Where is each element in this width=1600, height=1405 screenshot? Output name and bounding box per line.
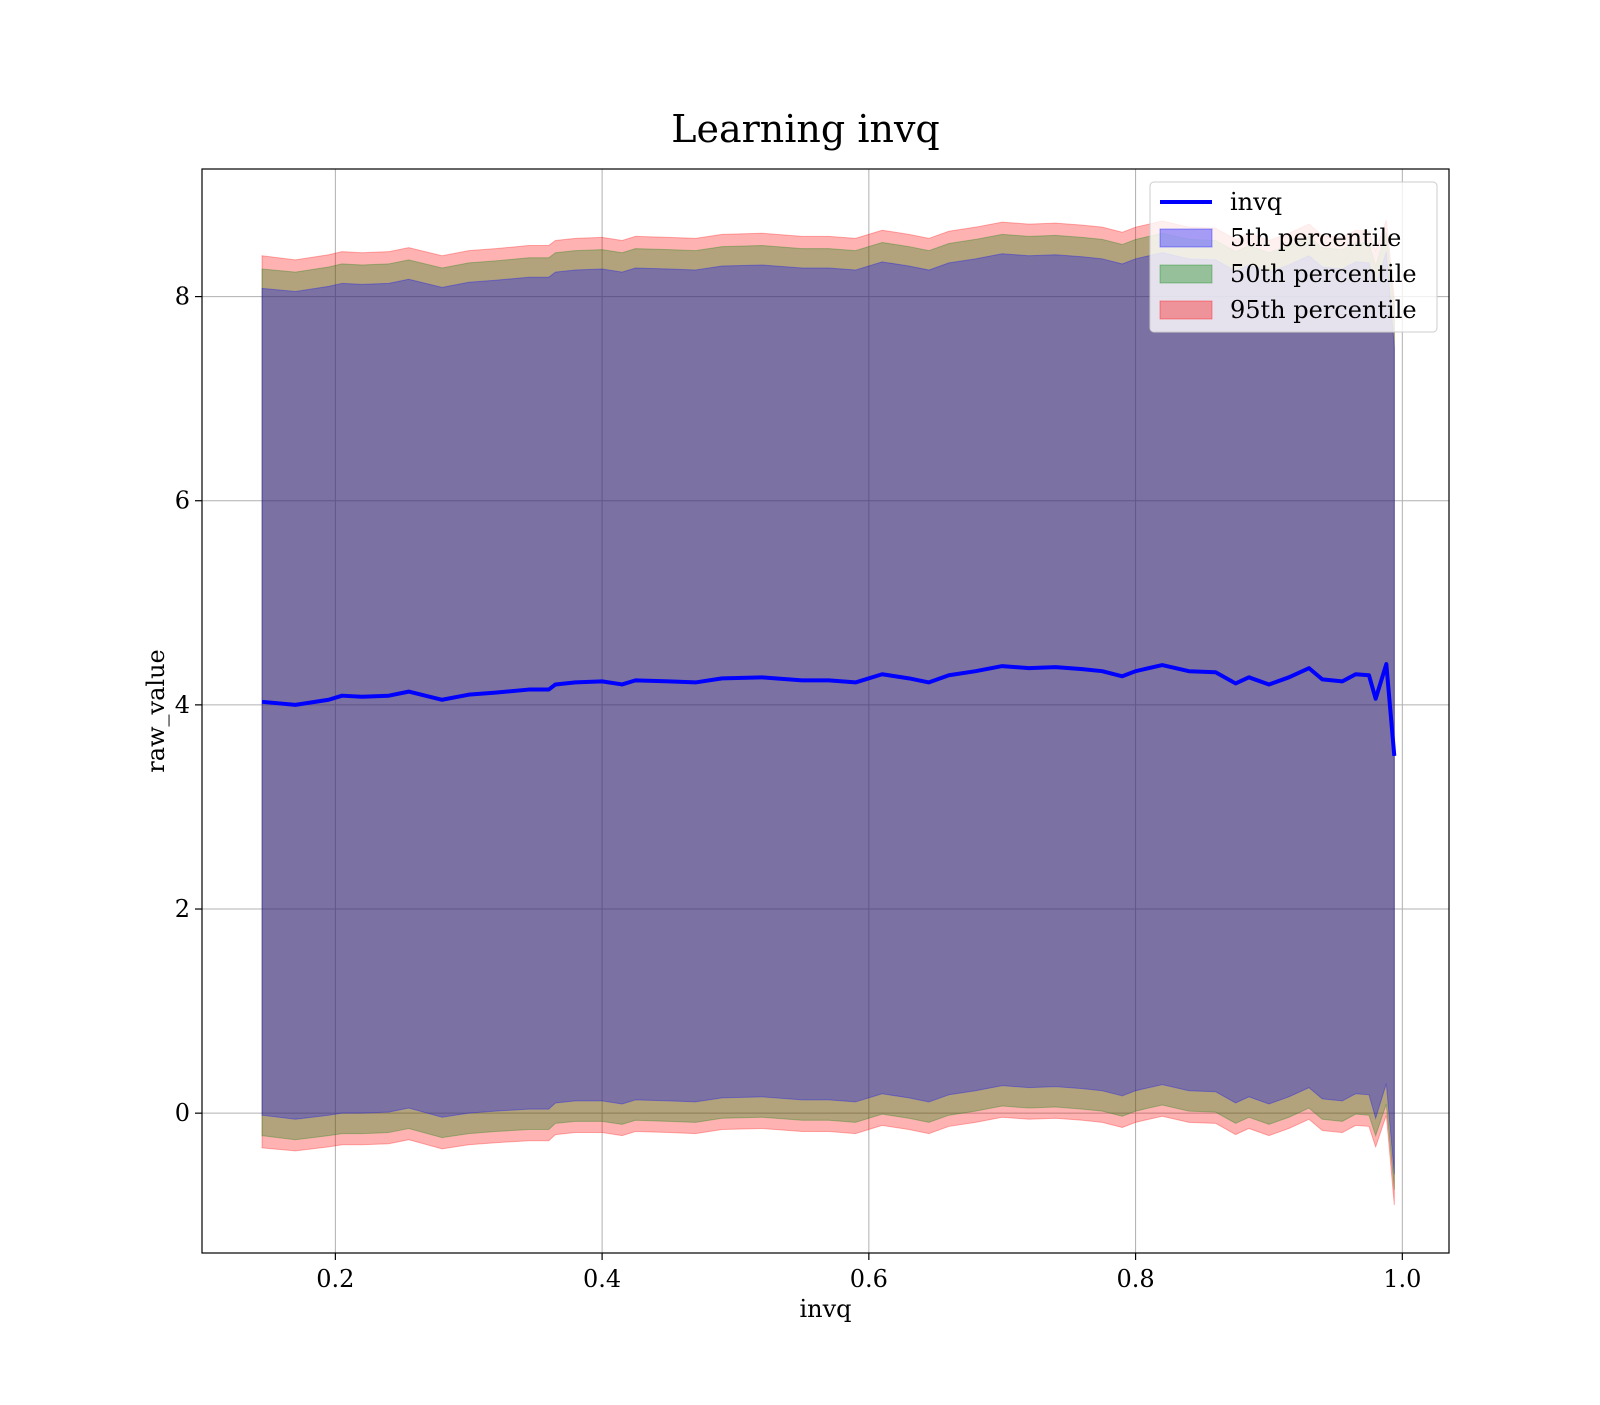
legend-label-5th-percentile: 5th percentile	[1230, 224, 1401, 252]
legend-swatch-5th-percentile	[1159, 228, 1213, 248]
y-tick-label-0: 0	[175, 1099, 190, 1127]
percentile-bands	[261, 219, 1395, 1206]
y-tick-label-1: 2	[175, 895, 190, 923]
x-tick-label-3: 0.8	[1116, 1265, 1154, 1293]
legend-swatch-50th-percentile	[1159, 264, 1213, 284]
band-95th-percentile	[261, 219, 1395, 1206]
legend-box	[1149, 181, 1438, 333]
legend: invq 5th percentile 50th percentile 95th…	[1149, 181, 1438, 333]
x-axis-ticks: 0.2 0.4 0.6 0.8 1.0	[316, 1253, 1421, 1293]
invq-series-line	[261, 662, 1397, 757]
legend-label-invq: invq	[1230, 188, 1282, 216]
y-tick-label-2: 4	[175, 691, 190, 719]
y-axis-label: raw_value	[142, 649, 170, 773]
band-5th-percentile	[261, 251, 1395, 1175]
chart-title: Learning invq	[671, 107, 939, 151]
legend-label-95th-percentile: 95th percentile	[1230, 296, 1417, 324]
band-50th-percentile	[261, 232, 1395, 1190]
x-tick-label-0: 0.2	[316, 1265, 354, 1293]
x-tick-label-2: 0.6	[850, 1265, 888, 1293]
x-axis-label: invq	[799, 1295, 851, 1323]
legend-label-50th-percentile: 50th percentile	[1230, 260, 1417, 288]
y-tick-label-4: 8	[175, 283, 190, 311]
x-tick-label-1: 0.4	[583, 1265, 621, 1293]
y-tick-label-3: 6	[175, 487, 190, 515]
invq-line-layer	[261, 662, 1397, 757]
legend-swatch-95th-percentile	[1159, 300, 1213, 320]
plot-frame	[201, 168, 1450, 1254]
x-tick-label-4: 1.0	[1383, 1265, 1421, 1293]
y-axis-ticks: 0 2 4 6 8	[175, 283, 202, 1127]
